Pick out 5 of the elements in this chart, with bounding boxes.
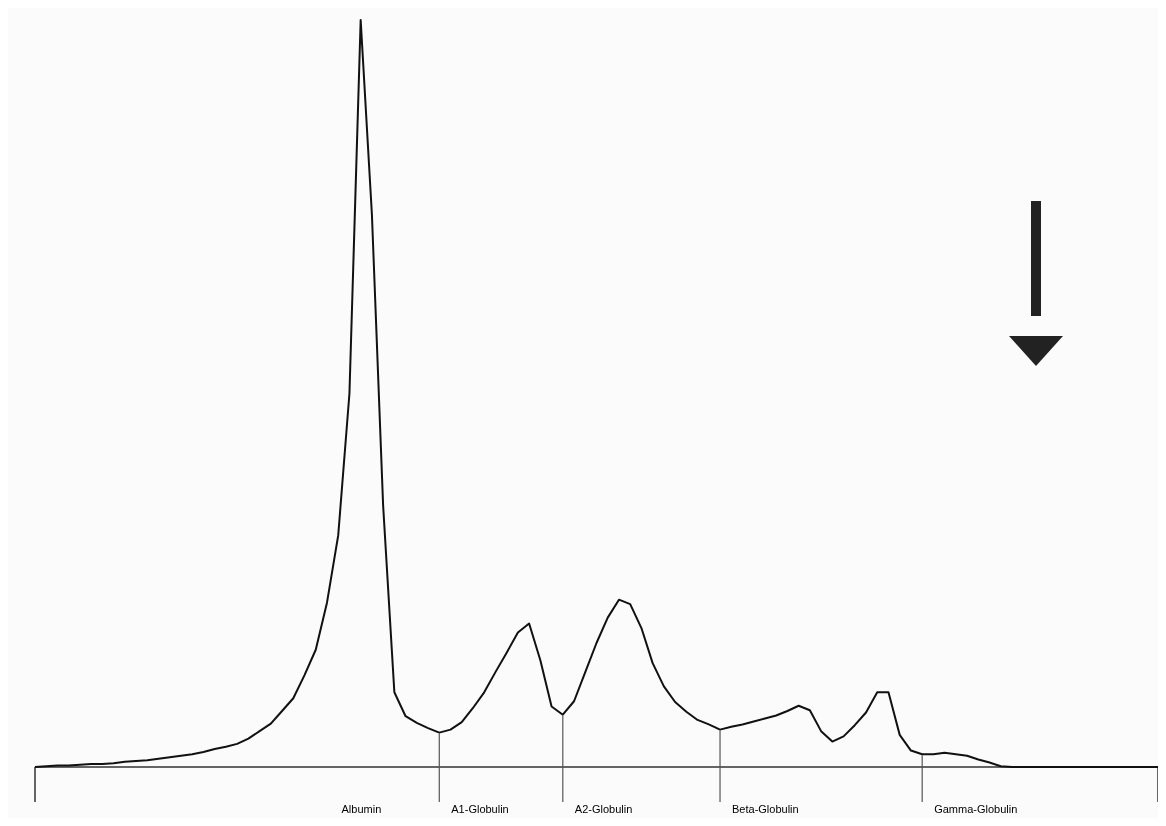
text: Albumin: [341, 803, 382, 815]
text: A2-Globulin: [574, 803, 633, 815]
text: Beta-Globulin: [732, 803, 799, 815]
text: A1-Globulin: [451, 803, 509, 815]
text: Gamma-Globulin: [934, 803, 1018, 815]
